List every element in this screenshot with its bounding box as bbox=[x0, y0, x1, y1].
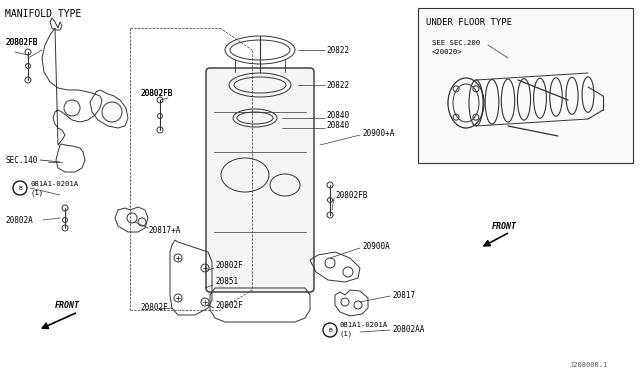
Text: 20900+A: 20900+A bbox=[362, 128, 394, 138]
Text: MANIFOLD TYPE: MANIFOLD TYPE bbox=[5, 9, 81, 19]
Text: (1): (1) bbox=[340, 331, 353, 337]
Text: 081A1-0201A: 081A1-0201A bbox=[340, 322, 388, 328]
Text: (1): (1) bbox=[30, 190, 43, 196]
Text: 20802FB: 20802FB bbox=[140, 89, 172, 97]
Text: 20802FB: 20802FB bbox=[5, 38, 37, 46]
Text: 20851: 20851 bbox=[215, 278, 238, 286]
Text: 20822: 20822 bbox=[326, 80, 349, 90]
Text: 081A1-0201A: 081A1-0201A bbox=[30, 181, 78, 187]
Text: J208000.1: J208000.1 bbox=[570, 362, 608, 368]
Text: 20840: 20840 bbox=[326, 110, 349, 119]
Text: 20802FB: 20802FB bbox=[140, 89, 172, 97]
Text: SEE SEC.200: SEE SEC.200 bbox=[432, 40, 480, 46]
Text: 20802F: 20802F bbox=[140, 304, 168, 312]
Text: 20817: 20817 bbox=[392, 291, 415, 299]
Text: 20802F: 20802F bbox=[215, 260, 243, 269]
Text: FRONT: FRONT bbox=[55, 301, 80, 310]
Text: B: B bbox=[328, 327, 332, 333]
Text: 20802F: 20802F bbox=[215, 301, 243, 310]
Text: 20802AA: 20802AA bbox=[392, 324, 424, 334]
Text: 20900A: 20900A bbox=[362, 241, 390, 250]
Text: 20802FB: 20802FB bbox=[335, 190, 367, 199]
Text: 20822: 20822 bbox=[326, 45, 349, 55]
Text: 20840: 20840 bbox=[326, 121, 349, 129]
Text: <20020>: <20020> bbox=[432, 49, 463, 55]
Text: FRONT: FRONT bbox=[492, 221, 517, 231]
Text: 20802FB: 20802FB bbox=[5, 38, 37, 46]
Text: SEC.140: SEC.140 bbox=[5, 155, 37, 164]
Text: 20817+A: 20817+A bbox=[148, 225, 180, 234]
Text: 20802A: 20802A bbox=[5, 215, 33, 224]
Text: UNDER FLOOR TYPE: UNDER FLOOR TYPE bbox=[426, 17, 512, 26]
Bar bbox=[418, 8, 633, 163]
FancyBboxPatch shape bbox=[206, 68, 314, 292]
Text: B: B bbox=[18, 186, 22, 190]
